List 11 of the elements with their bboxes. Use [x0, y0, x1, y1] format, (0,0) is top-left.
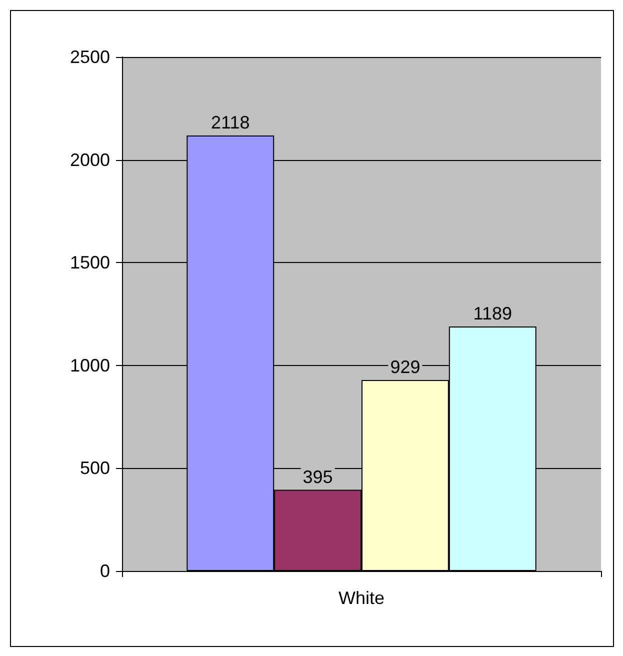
data-label: 929: [390, 357, 420, 377]
y-tick-label: 2500: [70, 47, 110, 67]
data-label: 1189: [473, 304, 512, 324]
y-tick-label: 500: [80, 458, 110, 478]
data-label: 395: [302, 466, 333, 487]
data-label: 2118: [211, 112, 250, 133]
x-tick-label: White: [338, 588, 385, 608]
y-tick-label: 1000: [70, 355, 110, 376]
y-tick-label: 2000: [70, 150, 110, 170]
y-tick-label: 1500: [70, 252, 110, 273]
y-tick-label: 0: [100, 561, 110, 581]
